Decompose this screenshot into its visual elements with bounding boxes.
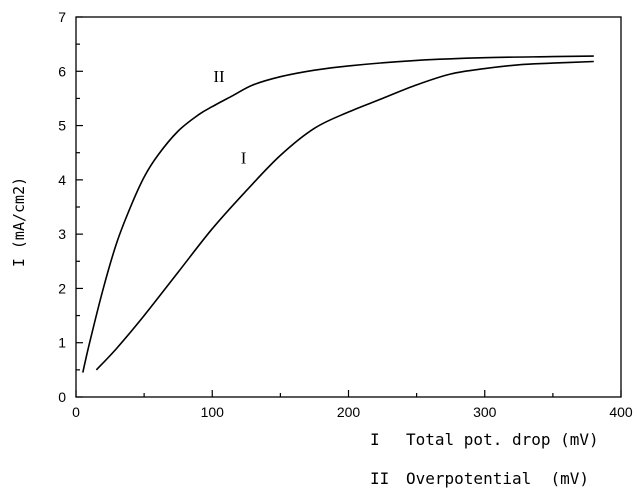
x-tick-label: 0 xyxy=(72,404,80,420)
series-line-2 xyxy=(82,55,594,373)
curve-label-i: I xyxy=(241,149,247,168)
y-tick-label: 2 xyxy=(58,280,66,296)
y-tick-label: 5 xyxy=(58,118,66,134)
y-tick-label: 0 xyxy=(58,389,66,405)
legend: I Total pot. drop (mV) II Overpotential … xyxy=(370,430,599,488)
axes xyxy=(75,16,622,398)
legend-label-2: Overpotential (mV) xyxy=(406,469,589,488)
y-tick-label: 3 xyxy=(58,226,66,242)
curve-labels: III xyxy=(213,67,246,167)
x-tick-label: 200 xyxy=(337,404,361,420)
plot-frame xyxy=(75,16,622,398)
series-line-1 xyxy=(95,60,594,371)
curve-label-ii: II xyxy=(213,67,225,86)
x-tick-label: 100 xyxy=(201,404,225,420)
y-axis-label: I (mA/cm2) xyxy=(10,177,28,267)
x-tick-label: 400 xyxy=(609,404,633,420)
ticks: 0 1 2 3 4 5 6 7 0 100 200 300 400 xyxy=(58,9,633,420)
y-tick-label: 4 xyxy=(58,172,66,188)
x-tick-label: 300 xyxy=(473,404,497,420)
series xyxy=(82,55,594,373)
legend-label-1: Total pot. drop (mV) xyxy=(406,430,599,449)
y-tick-label: 1 xyxy=(58,335,66,351)
y-tick-label: 7 xyxy=(58,9,66,25)
legend-key-1: I xyxy=(370,430,380,449)
legend-key-2: II xyxy=(370,469,389,488)
y-tick-label: 6 xyxy=(58,63,66,79)
